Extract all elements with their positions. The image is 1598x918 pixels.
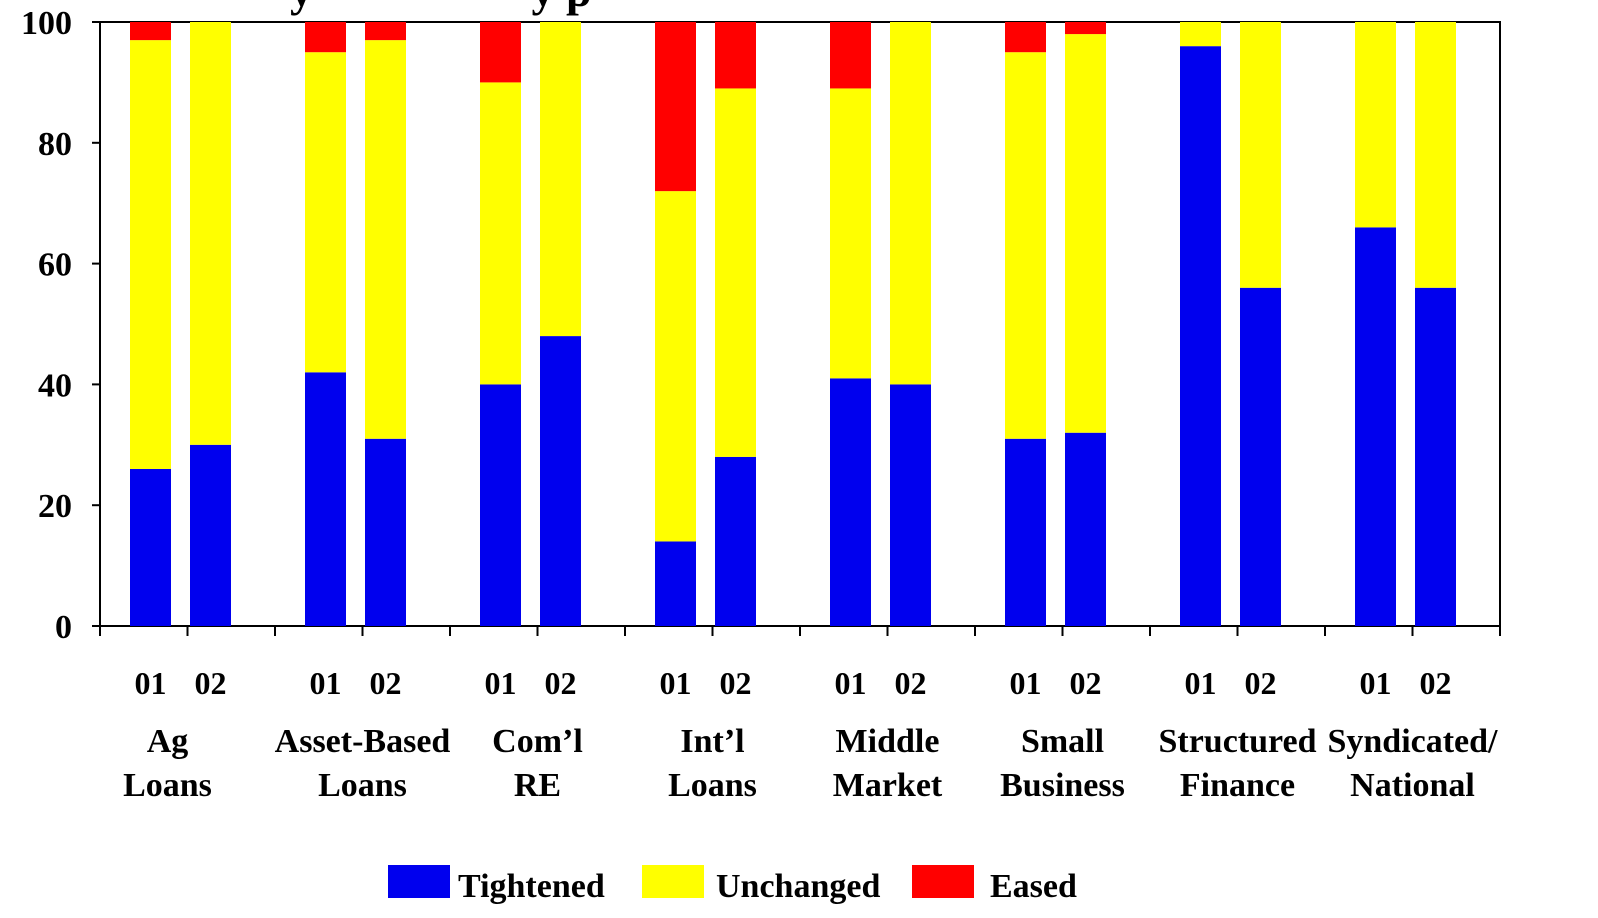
legend-label-eased: Eased — [990, 868, 1077, 905]
bar-segment-unchanged — [540, 22, 581, 337]
x-category-label: RE — [514, 767, 561, 804]
bar-segment-tightened — [1355, 227, 1396, 627]
bar-segment-eased — [830, 22, 871, 89]
y-tick-label: 0 — [55, 609, 72, 646]
legend-swatch-tightened — [388, 865, 450, 898]
bar-segment-tightened — [830, 378, 871, 626]
x-category-label: Com’l — [492, 723, 583, 760]
x-category-label: Asset-Based — [275, 723, 451, 760]
bar-segment-tightened — [305, 372, 346, 626]
bar-segment-tightened — [655, 541, 696, 626]
legend-label-tightened: Tightened — [458, 868, 605, 905]
bar-segment-unchanged — [305, 52, 346, 373]
y-tick-label: 20 — [38, 488, 72, 525]
y-tick-label: 40 — [38, 367, 72, 404]
y-tick-label: 80 — [38, 126, 72, 163]
bar-segment-eased — [480, 22, 521, 83]
chart-title-fragment: y y p — [290, 0, 592, 16]
bar-segment-tightened — [715, 456, 756, 626]
bar-segment-unchanged — [1065, 34, 1106, 433]
bar-segment-tightened — [1415, 287, 1456, 626]
x-category-label: Loans — [668, 767, 757, 804]
x-tick-label-year: 01 — [1185, 665, 1217, 701]
bar-segment-tightened — [1240, 287, 1281, 626]
x-tick-label-year: 01 — [1010, 665, 1042, 701]
legend-swatch-unchanged — [642, 865, 704, 898]
bar-segment-unchanged — [1005, 52, 1046, 439]
bar-segment-unchanged — [365, 40, 406, 439]
bar-segment-eased — [655, 22, 696, 192]
legend-swatch-eased — [912, 865, 974, 898]
x-tick-label-year: 01 — [835, 665, 867, 701]
bar-segment-unchanged — [1415, 22, 1456, 288]
x-tick-label-year: 02 — [370, 665, 402, 701]
bar-segment-tightened — [365, 438, 406, 626]
bar-segment-tightened — [540, 336, 581, 626]
x-tick-label-year: 01 — [1360, 665, 1392, 701]
x-category-label: Syndicated/ — [1327, 723, 1498, 760]
bar-segment-unchanged — [480, 82, 521, 385]
bar-segment-unchanged — [830, 88, 871, 379]
x-category-label: Finance — [1180, 767, 1295, 804]
bar-segment-tightened — [480, 384, 521, 626]
x-tick-label-year: 02 — [895, 665, 927, 701]
x-category-label: Loans — [123, 767, 212, 804]
x-tick-label-year: 02 — [195, 665, 227, 701]
x-category-label: National — [1350, 767, 1475, 804]
axes-layer: 0 20 40 60 80 100 — [21, 5, 1501, 646]
bar-segment-unchanged — [1180, 22, 1221, 47]
x-tick-label-year: 02 — [720, 665, 752, 701]
x-tick-label-year: 02 — [545, 665, 577, 701]
bar-segment-eased — [715, 22, 756, 89]
bar-segment-eased — [305, 22, 346, 53]
legend: Tightened Unchanged Eased — [388, 865, 1077, 905]
bar-segment-unchanged — [190, 22, 231, 445]
x-tick-label-year: 01 — [310, 665, 342, 701]
bar-segment-tightened — [1065, 432, 1106, 626]
bar-segment-eased — [365, 22, 406, 41]
x-category-label: Structured — [1158, 723, 1316, 760]
bar-segment-eased — [130, 22, 171, 41]
x-category-label: Middle — [836, 723, 940, 760]
x-category-label: Int’l — [680, 723, 744, 760]
x-category-label: Business — [1000, 767, 1125, 804]
x-category-label: Small — [1021, 723, 1104, 760]
bar-segment-tightened — [1180, 46, 1221, 627]
bar-segment-unchanged — [1240, 22, 1281, 288]
y-tick-label: 100 — [21, 5, 72, 42]
x-tick-label-year: 02 — [1420, 665, 1452, 701]
legend-label-unchanged: Unchanged — [716, 868, 880, 905]
x-tick-label-year: 01 — [485, 665, 517, 701]
bar-segment-eased — [1005, 22, 1046, 53]
bar-segment-unchanged — [715, 88, 756, 457]
bar-segment-unchanged — [890, 22, 931, 385]
x-tick-label-year: 02 — [1070, 665, 1102, 701]
bar-segment-unchanged — [130, 40, 171, 469]
y-tick-label: 60 — [38, 247, 72, 284]
bar-segment-tightened — [130, 468, 171, 626]
x-category-label: Ag — [147, 723, 189, 760]
x-category-label: Loans — [318, 767, 407, 804]
bar-segment-eased — [1065, 22, 1106, 35]
bar-segment-tightened — [890, 384, 931, 626]
x-tick-label-year: 01 — [660, 665, 692, 701]
bar-segment-tightened — [1005, 438, 1046, 626]
x-category-label: Market — [833, 767, 943, 804]
bars-layer — [130, 22, 1456, 627]
bar-segment-unchanged — [655, 191, 696, 542]
x-tick-label-year: 01 — [135, 665, 167, 701]
bar-segment-tightened — [190, 444, 231, 626]
bar-segment-unchanged — [1355, 22, 1396, 228]
x-tick-label-year: 02 — [1245, 665, 1277, 701]
